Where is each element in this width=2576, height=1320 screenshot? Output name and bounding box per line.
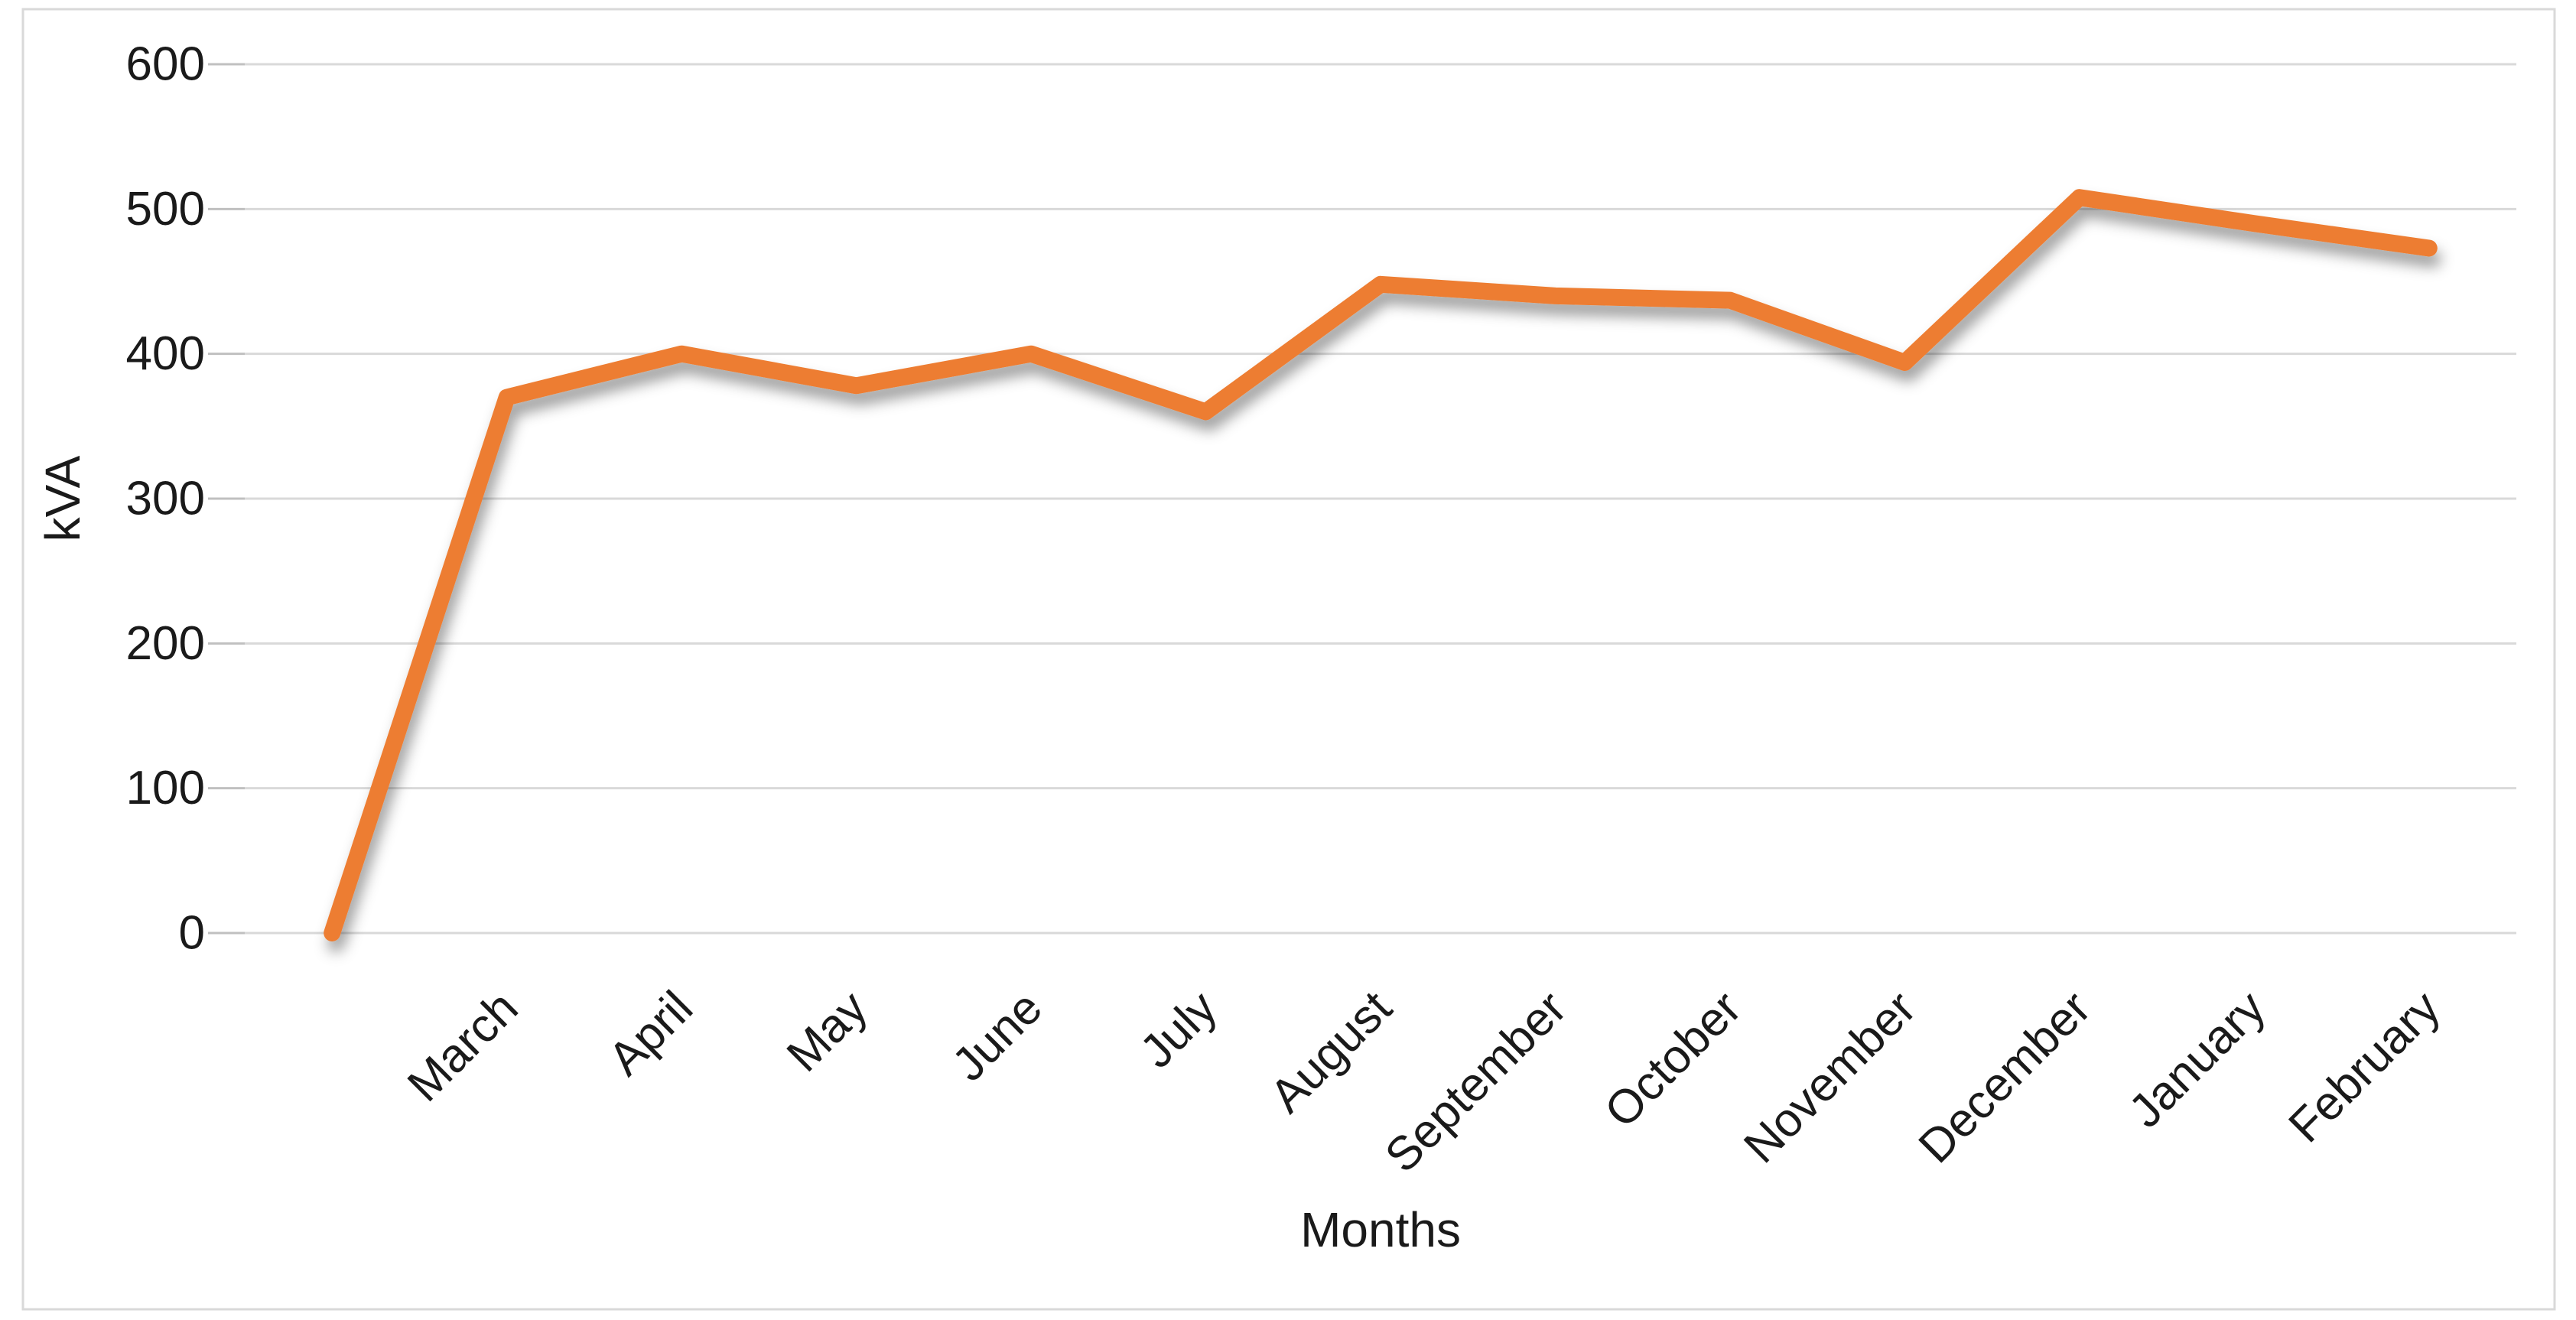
y-tick-label-500: 500 — [126, 183, 205, 236]
y-axis-ticks — [208, 63, 245, 935]
x-tick-label-august: August — [1260, 981, 1402, 1123]
x-tick-label-march: March — [398, 981, 529, 1112]
x-tick-label-january: January — [2119, 981, 2275, 1138]
y-tick-label-400: 400 — [126, 327, 205, 380]
x-tick-label-december: December — [1909, 981, 2101, 1173]
y-tick-label-200: 200 — [126, 617, 205, 670]
x-tick-label-july: July — [1130, 981, 1228, 1078]
y-axis-tick-labels: 0 100 200 300 400 500 600 — [126, 38, 205, 960]
x-tick-label-february: February — [2278, 981, 2450, 1153]
y-tick-label-600: 600 — [126, 38, 205, 91]
series-line — [324, 189, 2438, 941]
x-tick-label-september: September — [1375, 981, 1576, 1182]
y-tick-label-0: 0 — [179, 907, 205, 960]
x-tick-label-october: October — [1595, 981, 1751, 1138]
gridlines — [245, 63, 2516, 935]
y-tick-label-300: 300 — [126, 473, 205, 525]
y-axis-title: kVA — [35, 455, 90, 541]
x-axis-title: Months — [1300, 1202, 1461, 1257]
y-tick-label-100: 100 — [126, 762, 205, 814]
x-tick-label-april: April — [599, 981, 703, 1085]
x-tick-label-may: May — [777, 981, 878, 1082]
x-tick-label-november: November — [1734, 981, 1926, 1173]
chart-border — [21, 8, 2556, 1311]
data-series — [324, 189, 2438, 941]
x-tick-label-june: June — [942, 981, 1052, 1091]
